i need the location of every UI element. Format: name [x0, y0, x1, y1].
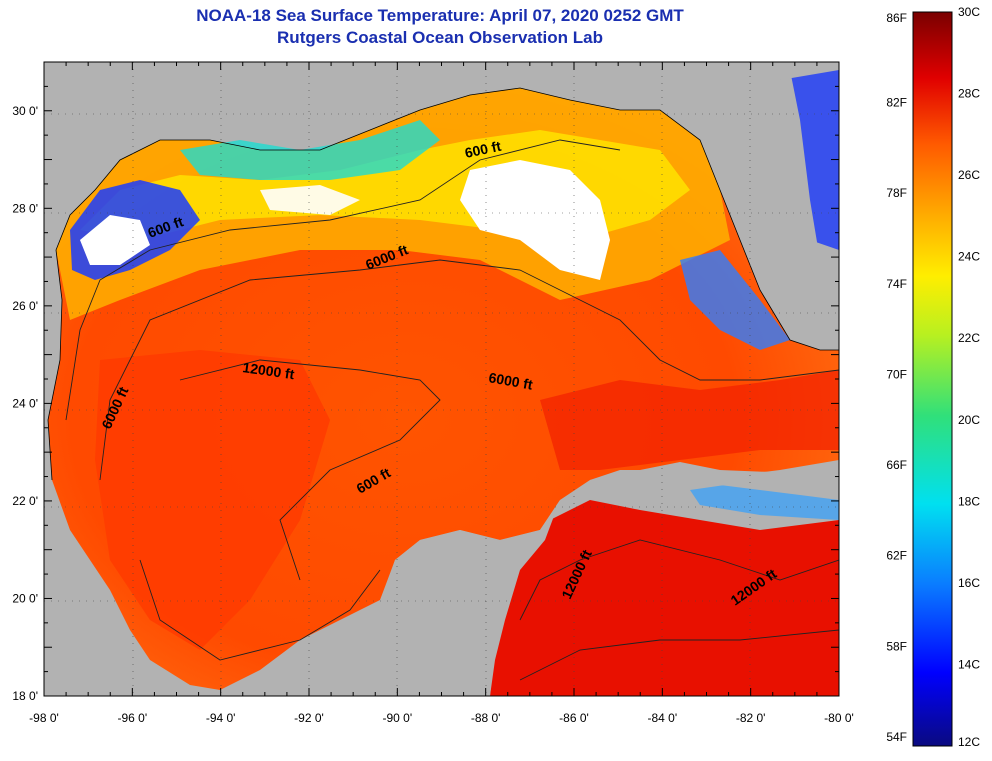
- latitude-label: 18 0': [12, 689, 38, 703]
- latitude-label: 22 0': [12, 494, 38, 508]
- warm-core-west: [95, 350, 330, 650]
- longitude-label: -92 0': [294, 711, 324, 725]
- cloud-patch-central: [460, 160, 610, 280]
- latitude-label: 26 0': [12, 299, 38, 313]
- colorbar-c-label: 26C: [958, 168, 980, 182]
- latitude-labels: 30 0' 28 0' 26 0' 24 0' 22 0' 20 0' 18 0': [12, 104, 38, 703]
- longitude-label: -82 0': [736, 711, 766, 725]
- longitude-label: -96 0': [118, 711, 148, 725]
- contour-label: 600 ft: [463, 138, 502, 161]
- colorbar-f-label: 82F: [886, 96, 907, 110]
- longitude-label: -80 0': [824, 711, 854, 725]
- cold-florida-shelf: [680, 250, 790, 350]
- longitude-label: -98 0': [29, 711, 59, 725]
- contour-label: 12000 ft: [242, 359, 296, 382]
- cloud-patch-texas: [80, 215, 150, 265]
- colorbar-c-label: 12C: [958, 735, 980, 749]
- map-title: NOAA-18 Sea Surface Temperature: April 0…: [196, 6, 684, 25]
- longitude-labels: -98 0' -96 0' -94 0' -92 0' -90 0' -88 0' -86 …: [29, 711, 854, 725]
- latitude-label: 24 0': [12, 396, 38, 410]
- coastline: [47, 87, 839, 481]
- colorbar-f-label: 74F: [886, 277, 907, 291]
- bathymetry-contours: [65, 139, 839, 681]
- caribbean-water: [490, 500, 839, 696]
- colorbar-f-label: 58F: [886, 639, 907, 653]
- warm-core-loop: [540, 370, 839, 470]
- colorbar-c-label: 24C: [958, 250, 980, 264]
- colorbar-c-label: 30C: [958, 5, 980, 19]
- colorbar-c-label: 28C: [958, 87, 980, 101]
- colorbar-c-label: 22C: [958, 331, 980, 345]
- colorbar-f-label: 54F: [886, 730, 907, 744]
- colorbar-c-label: 18C: [958, 494, 980, 508]
- latitude-label: 30 0': [12, 104, 38, 118]
- longitude-label: -88 0': [471, 711, 501, 725]
- graticule: [44, 62, 839, 696]
- colorbar-f-label: 66F: [886, 458, 907, 472]
- longitude-label: -86 0': [559, 711, 589, 725]
- colorbar-fahrenheit-labels: 86F 82F 78F 74F 70F 66F 62F 58F 54F: [886, 11, 907, 744]
- colorbar-f-label: 70F: [886, 367, 907, 381]
- cuba-land: [590, 462, 839, 500]
- longitude-label: -84 0': [648, 711, 678, 725]
- frame-ticks: [43, 61, 840, 697]
- cloud-patch-north: [260, 185, 360, 215]
- colorbar-c-label: 20C: [958, 413, 980, 427]
- latitude-label: 20 0': [12, 591, 38, 605]
- colorbar: [912, 11, 953, 747]
- florida-land: [700, 70, 830, 345]
- longitude-label: -90 0': [383, 711, 413, 725]
- colorbar-f-label: 78F: [886, 186, 907, 200]
- colorbar-celsius-labels: 30C 28C 26C 24C 22C 20C 18C 16C 14C 12C: [958, 5, 980, 749]
- map-subtitle: Rutgers Coastal Ocean Observation Lab: [277, 28, 603, 47]
- colorbar-c-label: 14C: [958, 657, 980, 671]
- yucatan-land: [378, 500, 560, 696]
- colorbar-f-label: 86F: [886, 11, 907, 25]
- colorbar-c-label: 16C: [958, 576, 980, 590]
- longitude-label: -94 0': [206, 711, 236, 725]
- latitude-label: 28 0': [12, 201, 38, 215]
- colorbar-f-label: 62F: [886, 549, 907, 563]
- contour-label: 6000 ft: [487, 369, 534, 393]
